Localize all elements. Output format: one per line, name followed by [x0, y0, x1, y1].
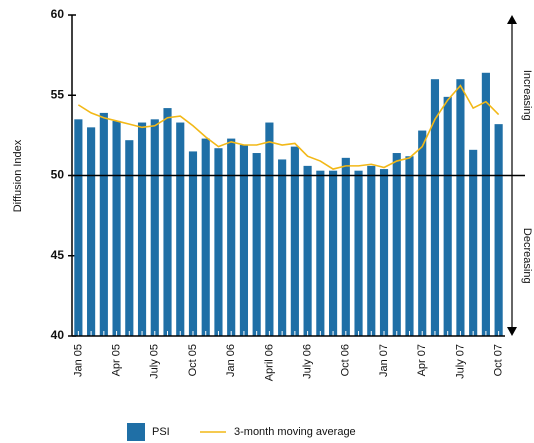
bar: [367, 165, 376, 336]
x-tick-label: Apr 07: [416, 344, 428, 376]
annotation: Increasing: [521, 70, 533, 121]
bar: [392, 153, 401, 336]
x-tick-label: July 07: [454, 344, 466, 379]
bar: [99, 112, 108, 336]
legend-label: PSI: [152, 426, 170, 438]
legend-label: 3-month moving average: [234, 426, 356, 438]
bar: [201, 138, 210, 336]
bar: [112, 120, 121, 337]
x-tick-label: July 05: [149, 344, 161, 379]
y-axis-label: Diffusion Index: [12, 139, 24, 212]
bar: [430, 79, 440, 336]
bar: [74, 119, 83, 336]
x-tick-label: Jan 07: [378, 344, 390, 377]
bar: [494, 124, 503, 336]
bar: [443, 96, 452, 336]
bar: [405, 156, 414, 336]
x-tick-label: Apr 05: [110, 344, 122, 376]
bar: [265, 122, 274, 336]
bar: [379, 169, 389, 336]
bar: [481, 72, 490, 336]
moving-average-line: [77, 84, 500, 170]
arrow-up: [507, 15, 517, 24]
y-tick-label: 45: [51, 248, 65, 262]
bar: [456, 79, 465, 336]
bar: [239, 145, 249, 336]
bar: [176, 122, 185, 336]
y-tick-label: 40: [51, 328, 65, 342]
x-tick-label: Jan 05: [72, 344, 84, 377]
bar: [125, 140, 134, 336]
bar: [188, 151, 198, 336]
x-tick-label: April 06: [263, 344, 275, 381]
bar: [278, 159, 287, 336]
x-tick-label: Oct 06: [340, 344, 352, 376]
x-tick-label: Oct 07: [493, 344, 505, 376]
bar: [316, 170, 325, 336]
y-tick-label: 55: [51, 87, 65, 101]
y-tick-label: 50: [51, 168, 65, 182]
legend-swatch: [127, 423, 145, 441]
x-tick-label: Jan 06: [225, 344, 237, 377]
bar: [290, 146, 299, 336]
bar: [137, 122, 147, 336]
annotation: Decreasing: [521, 228, 533, 284]
bar: [469, 149, 478, 336]
bar: [87, 127, 96, 336]
bar: [341, 157, 350, 336]
x-tick-label: July 06: [302, 344, 314, 379]
arrow-down: [507, 327, 517, 336]
bar: [354, 170, 363, 336]
y-tick-label: 60: [51, 7, 65, 21]
bar: [303, 165, 312, 336]
x-tick-label: Oct 05: [187, 344, 199, 376]
bar: [150, 119, 159, 336]
bar: [252, 153, 261, 336]
bar: [227, 138, 236, 336]
bar: [328, 170, 338, 336]
bar: [214, 148, 223, 336]
bar: [418, 130, 427, 336]
bar: [163, 108, 172, 336]
